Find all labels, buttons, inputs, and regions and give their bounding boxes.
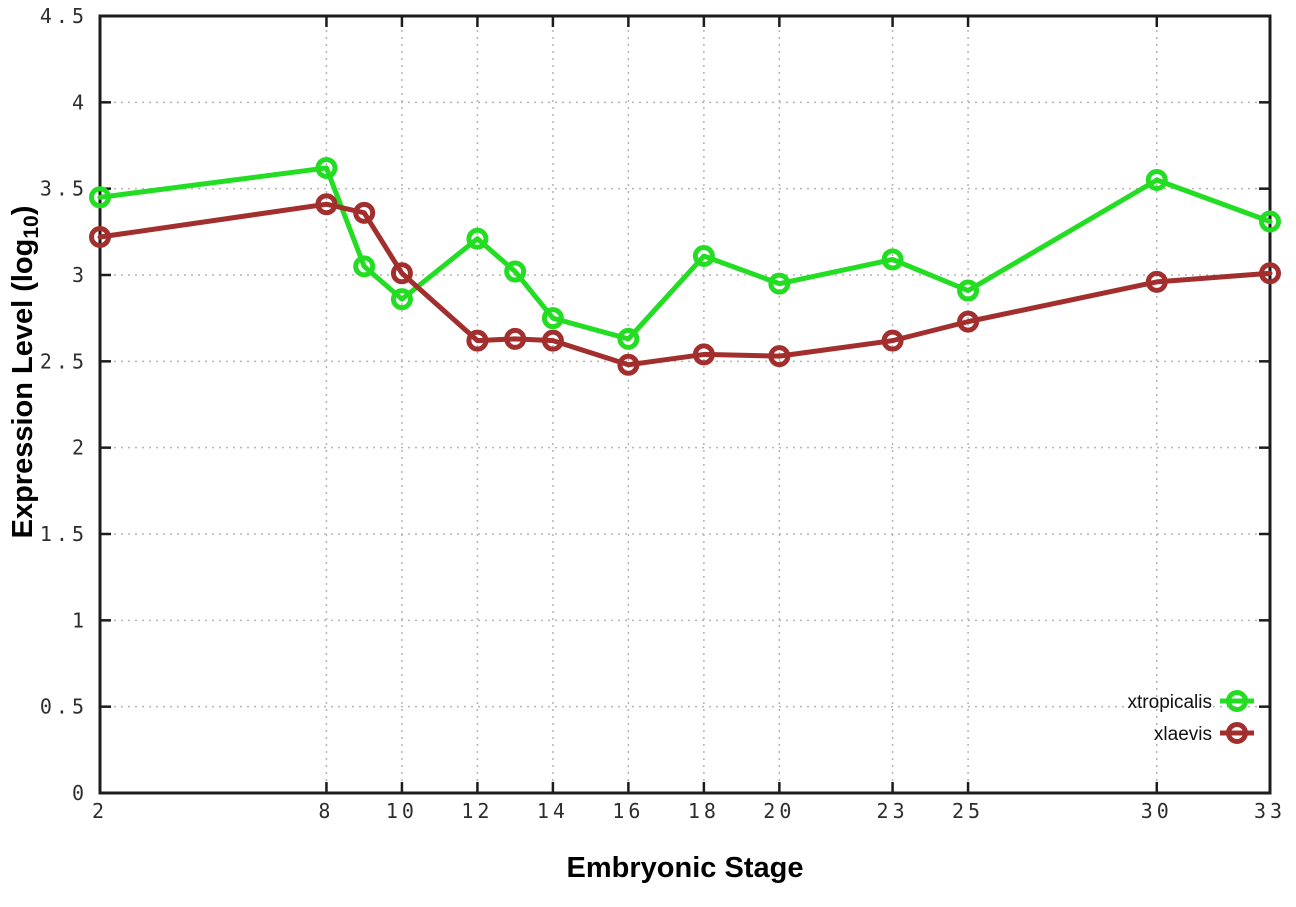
- data-point-marker-xlaevis: [315, 193, 338, 216]
- y-tick-label: 0.5: [40, 695, 88, 719]
- data-point-marker-xlaevis: [466, 329, 489, 352]
- y-tick-label: 3: [72, 263, 88, 287]
- x-tick-label: 14: [537, 799, 569, 823]
- data-point-marker-xlaevis: [390, 262, 413, 285]
- y-tick-label: 0: [72, 781, 88, 805]
- border-layer: [98, 14, 1272, 795]
- data-point-marker-xlaevis: [957, 310, 980, 333]
- data-point-marker-xlaevis: [541, 329, 564, 352]
- x-tick-label: 18: [688, 799, 720, 823]
- data-point-marker-xlaevis: [1259, 262, 1281, 285]
- data-point-marker-xlaevis: [768, 345, 791, 368]
- y-tick-label: 2.5: [40, 349, 88, 373]
- data-point-marker-xtropicalis: [617, 327, 640, 350]
- x-tick-label: 33: [1254, 799, 1286, 823]
- data-point-marker-xlaevis: [881, 329, 904, 352]
- data-point-marker-xtropicalis: [353, 255, 376, 278]
- x-tick-label: 23: [877, 799, 909, 823]
- x-tick-label: 16: [612, 799, 644, 823]
- data-point-marker-xtropicalis: [390, 288, 413, 311]
- x-tick-label: 2: [92, 799, 108, 823]
- y-tick-label: 4.5: [40, 4, 88, 28]
- y-tick-label: 4: [72, 90, 88, 114]
- data-point-marker-xtropicalis: [1259, 210, 1281, 233]
- data-point-marker-xlaevis: [617, 353, 640, 376]
- x-tick-label: 30: [1141, 799, 1173, 823]
- y-axis-title-close: ): [7, 206, 39, 216]
- data-point-marker-xtropicalis: [1145, 169, 1168, 192]
- grid-layer: [100, 16, 1270, 793]
- data-point-marker-xtropicalis: [504, 260, 527, 283]
- series-layer: [89, 156, 1281, 376]
- data-point-marker-xtropicalis: [89, 186, 111, 209]
- x-axis-title: Embryonic Stage: [567, 852, 804, 884]
- x-tick-label: 10: [386, 799, 418, 823]
- data-point-marker-xlaevis: [89, 226, 111, 249]
- data-point-marker-xlaevis: [1145, 270, 1168, 293]
- plot-border: [98, 14, 1272, 795]
- series-line-xtropicalis: [97, 165, 1273, 342]
- series-line-xlaevis: [97, 201, 1273, 368]
- legend-entry-xlaevis: xlaevis: [1154, 722, 1254, 745]
- y-tick-label: 1: [72, 608, 88, 632]
- data-point-marker-xtropicalis: [692, 245, 715, 268]
- x-tick-label: 12: [461, 799, 493, 823]
- legend-marker-xlaevis: [1226, 722, 1248, 744]
- y-axis-title: Expression Level (log10): [7, 206, 43, 539]
- y-tick-label: 3.5: [40, 177, 88, 201]
- data-point-marker-xtropicalis: [541, 307, 564, 330]
- data-point-marker-xtropicalis: [466, 227, 489, 250]
- data-point-marker-xtropicalis: [957, 279, 980, 302]
- data-point-marker-xlaevis: [692, 343, 715, 366]
- data-point-marker-xlaevis: [504, 327, 527, 350]
- legend-entry-xtropicalis: xtropicalis: [1128, 690, 1254, 713]
- data-point-marker-xtropicalis: [881, 248, 904, 271]
- y-tick-label: 1.5: [40, 522, 88, 546]
- legend-label-xlaevis: xlaevis: [1154, 724, 1212, 745]
- x-tick-label: 8: [318, 799, 334, 823]
- tick-labels-layer: 2 8 10 12 14 16 18 20 23 25 30 33 0 0.5 1 1.5 2 2.5 3 3.5 4 4…: [40, 4, 1286, 823]
- data-point-marker-xtropicalis: [315, 156, 338, 179]
- legend-label-xtropicalis: xtropicalis: [1128, 692, 1212, 713]
- legend: xtropicalis xlaevis: [1128, 690, 1254, 745]
- x-tick-label: 20: [763, 799, 795, 823]
- y-axis-title-main: Expression Level (log: [7, 239, 39, 539]
- legend-marker-xtropicalis: [1226, 690, 1248, 712]
- data-point-marker-xlaevis: [353, 201, 376, 224]
- data-point-marker-xtropicalis: [768, 272, 791, 295]
- x-tick-label: 25: [952, 799, 984, 823]
- y-tick-label: 2: [72, 436, 88, 460]
- y-axis-title-subscript: 10: [20, 215, 43, 238]
